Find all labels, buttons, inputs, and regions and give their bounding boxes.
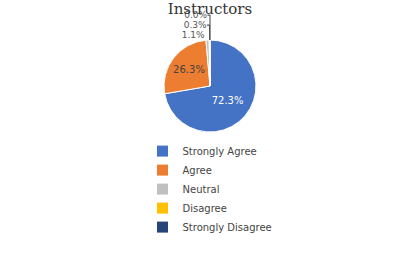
svg-text:Neutral: Neutral: [183, 184, 220, 195]
svg-text:72.3%: 72.3%: [212, 95, 244, 106]
svg-text:Strongly Disagree: Strongly Disagree: [183, 222, 272, 233]
svg-text:0.0%: 0.0%: [184, 10, 207, 20]
svg-text:Instructors: Instructors: [168, 0, 252, 18]
svg-text:26.3%: 26.3%: [173, 64, 205, 75]
svg-text:Agree: Agree: [183, 165, 212, 176]
svg-text:1.1%: 1.1%: [182, 30, 205, 40]
svg-text:Disagree: Disagree: [183, 203, 227, 214]
svg-text:Strongly Agree: Strongly Agree: [183, 146, 257, 157]
svg-text:0.3%: 0.3%: [184, 20, 207, 30]
